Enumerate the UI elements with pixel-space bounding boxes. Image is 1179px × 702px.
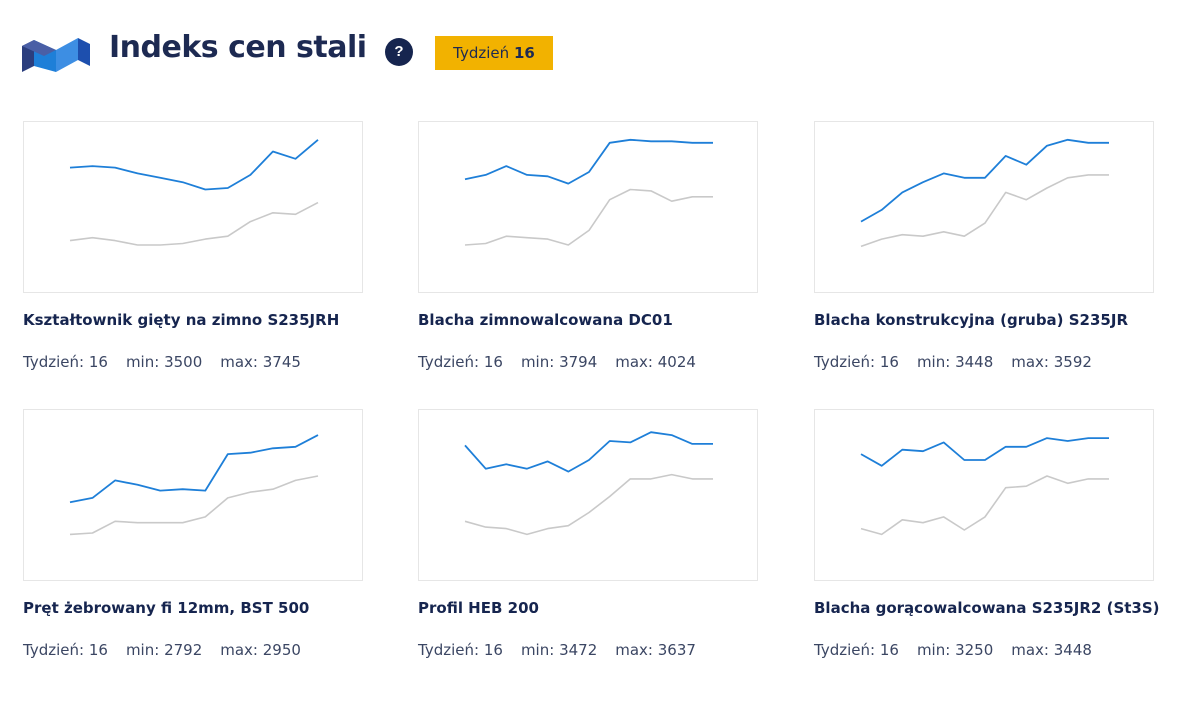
line-chart — [464, 431, 713, 536]
line-chart — [69, 434, 319, 536]
series-line-primary — [860, 138, 1109, 223]
chart-box — [418, 409, 758, 581]
series-line-primary — [69, 139, 319, 191]
stat-max-value: 3637 — [657, 641, 696, 659]
stat-week-value: 16 — [88, 353, 108, 371]
page-header: Indeks cen stali ? Tydzień 16 — [22, 26, 1162, 76]
stat-week: Tydzień: 16 — [418, 641, 503, 659]
series-line-secondary — [860, 475, 1109, 536]
stat-max-label: max: — [220, 641, 258, 659]
card-title[interactable]: Blacha konstrukcyjna (gruba) S235JR — [814, 311, 1129, 329]
stat-max-label: max: — [1011, 641, 1049, 659]
card-title[interactable]: Profil HEB 200 — [418, 599, 539, 617]
stat-max: max: 3448 — [1011, 641, 1092, 659]
stat-week-value: 16 — [88, 641, 108, 659]
help-icon: ? — [394, 43, 404, 60]
chart-box — [23, 121, 363, 293]
steel-logo-icon — [22, 38, 90, 72]
line-chart — [69, 139, 319, 246]
stat-week-value: 16 — [483, 353, 503, 371]
stat-max-label: max: — [615, 353, 653, 371]
stat-week-label: Tydzień: — [23, 641, 85, 659]
stat-max: max: 3592 — [1011, 353, 1092, 371]
stat-max: max: 3745 — [220, 353, 301, 371]
card-stats: Tydzień: 16 min: 2792 max: 2950 — [23, 641, 319, 659]
series-line-secondary — [69, 201, 319, 246]
stat-max: max: 2950 — [220, 641, 301, 659]
stat-week-label: Tydzień: — [814, 353, 876, 371]
stat-min: min: 3448 — [917, 353, 993, 371]
card-title[interactable]: Pręt żebrowany fi 12mm, BST 500 — [23, 599, 310, 617]
stat-max-value: 3448 — [1053, 641, 1092, 659]
series-line-primary — [464, 138, 713, 185]
stat-max-value: 4024 — [657, 353, 696, 371]
chart-box — [23, 409, 363, 581]
stat-max: max: 4024 — [615, 353, 696, 371]
stat-min-label: min: — [520, 641, 555, 659]
stat-min-value: 3448 — [955, 353, 994, 371]
stat-max-value: 2950 — [262, 641, 301, 659]
stat-min-value: 3794 — [559, 353, 598, 371]
series-line-secondary — [860, 174, 1109, 248]
line-chart — [860, 437, 1109, 536]
stat-week: Tydzień: 16 — [23, 641, 108, 659]
card-title[interactable]: Blacha zimnowalcowana DC01 — [418, 311, 673, 329]
stat-min: min: 3500 — [126, 353, 202, 371]
stat-max: max: 3637 — [615, 641, 696, 659]
stat-week: Tydzień: 16 — [814, 353, 899, 371]
stat-min-value: 3250 — [955, 641, 994, 659]
stat-min-label: min: — [125, 641, 160, 659]
stat-min-value: 3500 — [164, 353, 203, 371]
stat-min-label: min: — [916, 353, 951, 371]
stat-week: Tydzień: 16 — [23, 353, 108, 371]
chart-box — [814, 121, 1154, 293]
stat-min: min: 2792 — [126, 641, 202, 659]
card-stats: Tydzień: 16 min: 3448 max: 3592 — [814, 353, 1110, 371]
stat-week: Tydzień: 16 — [418, 353, 503, 371]
stat-min-label: min: — [125, 353, 160, 371]
stat-min: min: 3472 — [521, 641, 597, 659]
stat-min-label: min: — [916, 641, 951, 659]
stat-week-label: Tydzień: — [418, 353, 480, 371]
card-stats: Tydzień: 16 min: 3794 max: 4024 — [418, 353, 714, 371]
card-title[interactable]: Blacha gorącowalcowana S235JR2 (St3S) — [814, 599, 1160, 617]
stat-week-value: 16 — [879, 641, 899, 659]
stat-week-value: 16 — [483, 641, 503, 659]
series-line-primary — [860, 437, 1109, 467]
week-badge-label: Tydzień — [453, 44, 510, 62]
page-title: Indeks cen stali — [109, 30, 367, 65]
card-stats: Tydzień: 16 min: 3500 max: 3745 — [23, 353, 319, 371]
stat-min-label: min: — [520, 353, 555, 371]
stat-min-value: 2792 — [164, 641, 203, 659]
stat-week-label: Tydzień: — [23, 353, 85, 371]
stat-max-value: 3592 — [1053, 353, 1092, 371]
card-stats: Tydzień: 16 min: 3472 max: 3637 — [418, 641, 714, 659]
series-line-secondary — [464, 473, 713, 536]
stat-min: min: 3794 — [521, 353, 597, 371]
stat-week-label: Tydzień: — [418, 641, 480, 659]
series-line-primary — [464, 431, 713, 473]
stat-week: Tydzień: 16 — [814, 641, 899, 659]
card-title[interactable]: Kształtownik gięty na zimno S235JRH — [23, 311, 340, 329]
stat-max-label: max: — [220, 353, 258, 371]
week-badge-number: 16 — [513, 44, 535, 62]
stat-max-value: 3745 — [262, 353, 301, 371]
series-line-secondary — [464, 188, 713, 246]
stat-min-value: 3472 — [559, 641, 598, 659]
stat-max-label: max: — [615, 641, 653, 659]
stat-week-value: 16 — [879, 353, 899, 371]
stat-week-label: Tydzień: — [814, 641, 876, 659]
chart-box — [418, 121, 758, 293]
chart-box — [814, 409, 1154, 581]
week-badge: Tydzień 16 — [435, 36, 553, 70]
line-chart — [860, 138, 1109, 248]
card-stats: Tydzień: 16 min: 3250 max: 3448 — [814, 641, 1110, 659]
line-chart — [464, 138, 713, 246]
series-line-secondary — [69, 475, 319, 536]
help-button[interactable]: ? — [385, 38, 413, 66]
stat-min: min: 3250 — [917, 641, 993, 659]
stat-max-label: max: — [1011, 353, 1049, 371]
series-line-primary — [69, 434, 319, 504]
